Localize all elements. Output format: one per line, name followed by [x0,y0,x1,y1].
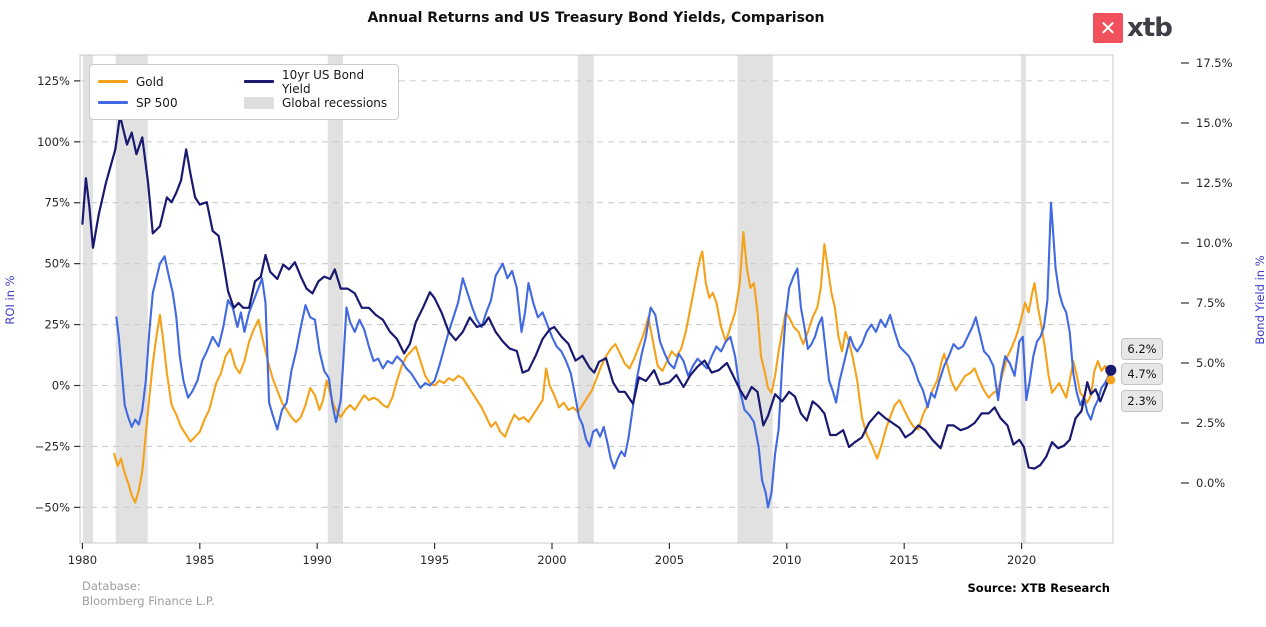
left-tick-label: 125% [37,74,70,88]
end-value-label-bond: 4.7% [1121,363,1163,385]
series-line-sp-500 [115,201,1112,509]
x-tick-label: 2000 [537,553,566,567]
x-tick-label: 1985 [185,553,214,567]
recession-band [82,55,93,543]
xtb-logo-text: xtb [1127,13,1173,43]
left-tick-label: 50% [44,257,70,271]
database-label: Database: [82,579,141,593]
recession-band [577,55,594,543]
right-tick-label: 15.0% [1196,116,1233,130]
chart-legend: Gold SP 500 10yr US Bond Yield Global re… [89,64,399,120]
x-tick-label: 2005 [655,553,684,567]
series-line-10yr-us-bond-yield [81,114,1112,470]
recession-band [327,55,344,543]
legend-item-recessions: Global recessions [244,92,390,113]
left-tick-label: −25% [35,439,70,453]
right-tick-label: 7.5% [1196,296,1225,310]
legend-item-bond-yield: 10yr US Bond Yield [244,68,390,96]
series-end-dot-10yr-us-bond-yield [1105,364,1117,376]
legend-label: 10yr US Bond Yield [282,67,365,96]
right-tick-label: 2.5% [1196,416,1225,430]
gold-line-swatch-icon [98,80,128,83]
left-tick-label: 25% [44,318,70,332]
left-axis-title: ROI in % [3,275,17,325]
x-tick-label: 2010 [772,553,801,567]
left-tick-label: −50% [35,500,70,514]
series-end-dot-gold [1106,375,1116,385]
legend-label: Gold [136,74,164,89]
xtb-logo: ✕ xtb [1093,13,1173,43]
legend-label: Global recessions [282,95,388,110]
right-axis-title: Bond Yield in % [1253,255,1266,345]
x-tick-label: 1995 [420,553,449,567]
end-value-label-sp500: 6.2% [1121,338,1163,360]
legend-item-gold: Gold [98,71,238,92]
plot-border [79,54,1114,544]
series-line-gold [113,230,1112,504]
chart-title: Annual Returns and US Treasury Bond Yiel… [367,10,825,26]
bond-line-swatch-icon [244,80,274,83]
right-tick-label: 12.5% [1196,176,1233,190]
sp500-line-swatch-icon [98,101,128,104]
database-note: Database: Bloomberg Finance L.P. [82,579,215,609]
legend-label: SP 500 [136,95,178,110]
database-name: Bloomberg Finance L.P. [82,594,215,608]
end-value-label-gold: 2.3% [1121,390,1163,412]
x-tick-label: 2020 [1007,553,1036,567]
right-tick-label: 0.0% [1196,476,1225,490]
right-tick-label: 10.0% [1196,236,1233,250]
left-tick-label: 75% [44,196,70,210]
left-tick-label: 100% [37,135,70,149]
xtb-logo-x-icon: ✕ [1093,13,1123,43]
x-tick-label: 2015 [890,553,919,567]
right-tick-label: 17.5% [1196,56,1233,70]
x-tick-label: 1980 [68,553,97,567]
left-tick-label: 0% [52,379,70,393]
recession-band [1021,55,1026,543]
source-note: Source: XTB Research [967,581,1110,595]
right-tick-label: 5.0% [1196,356,1225,370]
recession-patch-swatch-icon [244,96,274,109]
legend-item-sp500: SP 500 [98,92,238,113]
x-tick-label: 1990 [303,553,332,567]
